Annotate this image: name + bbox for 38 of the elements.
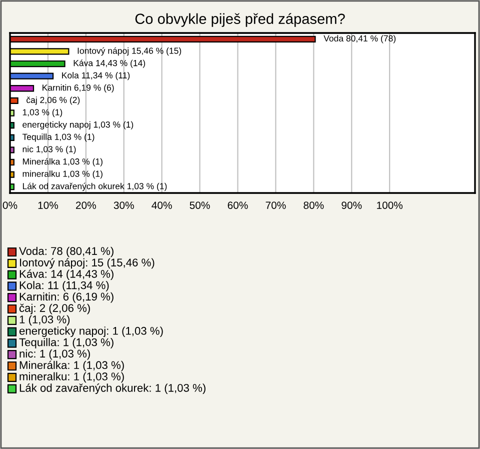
x-tick-label: 50% (190, 202, 210, 209)
x-tick-label: 20% (76, 202, 96, 209)
category-label: mineralku 1,03 % (1) (22, 170, 102, 179)
category-label: Iontový nápoj 15,46 % (15) (78, 47, 182, 56)
text: Karnitin: 6 (6,19 %) (20, 292, 114, 303)
text: čaj: 2 (2,06 %) (19, 304, 90, 314)
x-tick-label: 0% (2, 202, 18, 209)
text: Tequilla: 1 (1,03 %) (19, 338, 114, 348)
category-label: Voda 80,41 % (78) (324, 35, 396, 44)
text: Minerálka: 1 (1,03 %) (20, 360, 124, 372)
text: energeticky napoj: 1 (1,03 %) (19, 326, 163, 337)
x-tick-label: 80% (304, 202, 324, 209)
category-label: Tequilla 1,03 % (1) (22, 134, 94, 142)
text: 1 (1,03 %) (20, 315, 70, 326)
category-label: Karnitin 6,19 % (6) (42, 84, 114, 92)
category-label: Káva 14,43 % (14) (74, 60, 146, 68)
x-tick-label: 90% (342, 202, 362, 209)
x-tick-label: 40% (152, 202, 172, 209)
text: Iontový nápoj: 15 (15,46 %) (20, 258, 154, 269)
category-label: energeticky napoj 1,03 % (1) (22, 121, 134, 130)
category-label: Minerálka 1,03 % (1) (22, 158, 102, 166)
data-label: 1,03 % (1) (22, 108, 62, 118)
category-label: čaj 2,06 % (2) (26, 96, 80, 105)
chart-title: Co obvykle piješ před zápasem? (135, 13, 345, 27)
text: mineralku: 1 (1,03 %) (20, 372, 124, 383)
category-label: nic 1,03 % (1) (22, 146, 76, 154)
category-label: Kola 11,34 % (11) (62, 72, 130, 80)
text: Kola: 11 (11,34 %) (20, 281, 109, 292)
category-label: Lák od zavařených okurek 1,03 % (1) (22, 182, 167, 191)
x-tick-label: 60% (228, 202, 248, 209)
x-tick-label: 100% (377, 202, 403, 209)
x-tick-label: 30% (114, 202, 134, 209)
text: Káva: 14 (14,43 %) (20, 270, 114, 280)
text: nic: 1 (1,03 %) (20, 349, 90, 360)
text: Lák od zavařených okurek: 1 (1,03 %) (20, 384, 206, 394)
x-tick-label: 10% (38, 202, 58, 209)
x-tick-label: 70% (266, 202, 286, 209)
text: Voda: 78 (80,41 %) (19, 246, 114, 258)
